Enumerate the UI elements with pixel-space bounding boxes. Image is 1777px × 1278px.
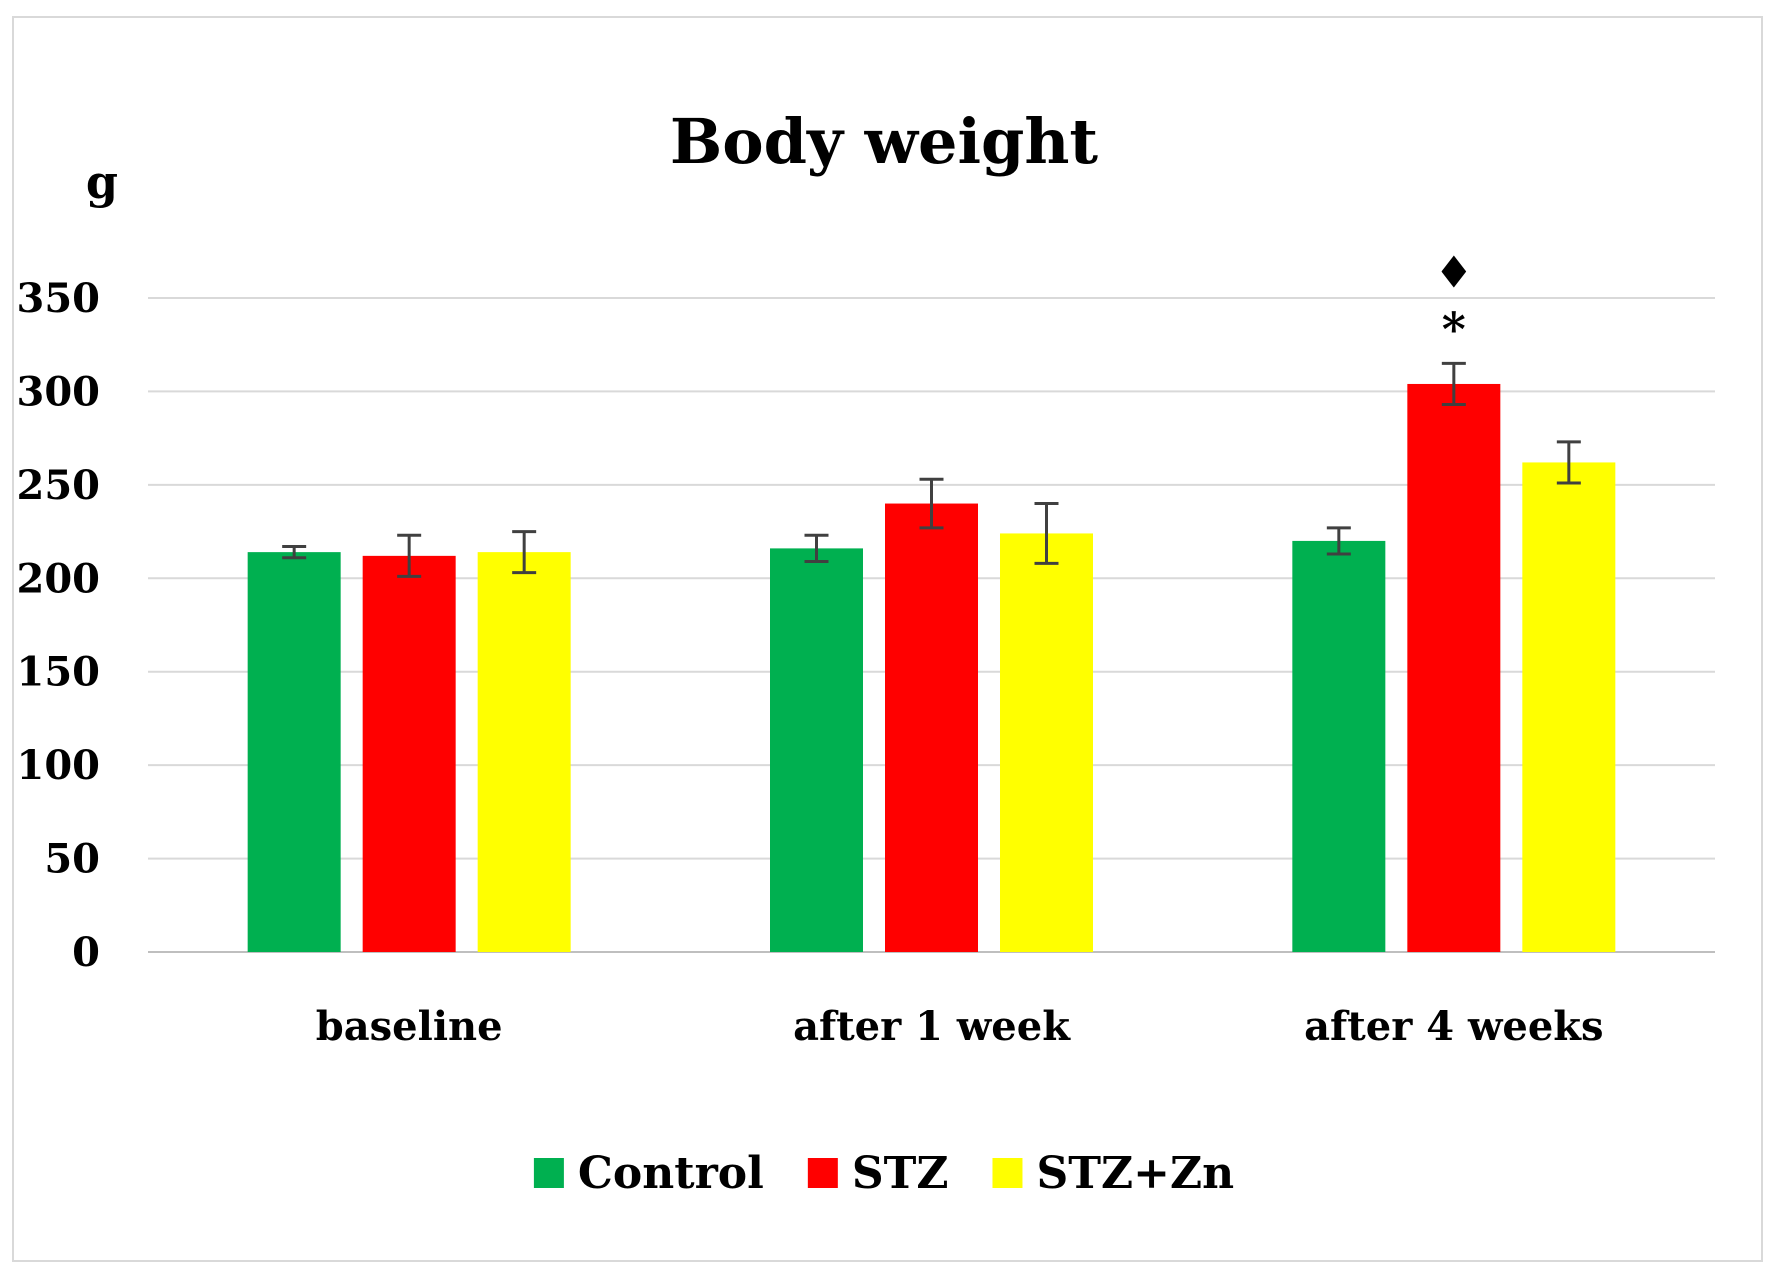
bar-stz-zn <box>1000 533 1093 952</box>
y-tick-label: 100 <box>17 742 101 789</box>
legend-swatch <box>533 1158 564 1188</box>
annotations: *♦ <box>1434 247 1473 356</box>
y-tick-labels: 0 50 100 150 200 250 300 350 <box>17 275 101 976</box>
y-tick-label: 200 <box>17 555 101 602</box>
legend-swatch <box>807 1158 838 1188</box>
legend-label: STZ <box>852 1148 949 1199</box>
bar-stz <box>885 503 978 952</box>
y-tick-label: 0 <box>72 929 100 976</box>
bar-stz <box>362 555 456 952</box>
y-tick-label: 150 <box>17 649 101 696</box>
y-tick-label: 350 <box>17 275 101 322</box>
legend-label: STZ+Zn <box>1036 1148 1234 1199</box>
significance-marker: ♦ <box>1434 247 1473 298</box>
bar-control <box>1292 540 1386 952</box>
y-tick-label: 250 <box>17 462 101 509</box>
bar-stz-zn <box>1522 462 1616 952</box>
y-tick-label: 50 <box>44 836 100 883</box>
x-tick-labels: baseline after 1 week after 4 weeks <box>316 1003 1604 1050</box>
x-tick-label: after 1 week <box>793 1003 1071 1050</box>
significance-marker: * <box>1442 302 1466 356</box>
legend-label: Control <box>578 1148 764 1199</box>
legend: Control STZ STZ+Zn <box>533 1148 1234 1199</box>
legend-swatch <box>992 1158 1023 1188</box>
bar-stz-zn <box>477 552 571 952</box>
bar-stz <box>1407 383 1501 952</box>
x-tick-label: baseline <box>316 1003 503 1050</box>
bar-control <box>247 552 341 952</box>
error-bars <box>282 361 1581 578</box>
bars <box>247 383 1616 952</box>
x-tick-label: after 4 weeks <box>1304 1003 1603 1050</box>
chart-title: Body weight <box>670 105 1099 178</box>
y-tick-label: 300 <box>17 368 101 415</box>
bar-control <box>770 548 863 952</box>
y-axis-unit-label: g <box>86 155 118 209</box>
